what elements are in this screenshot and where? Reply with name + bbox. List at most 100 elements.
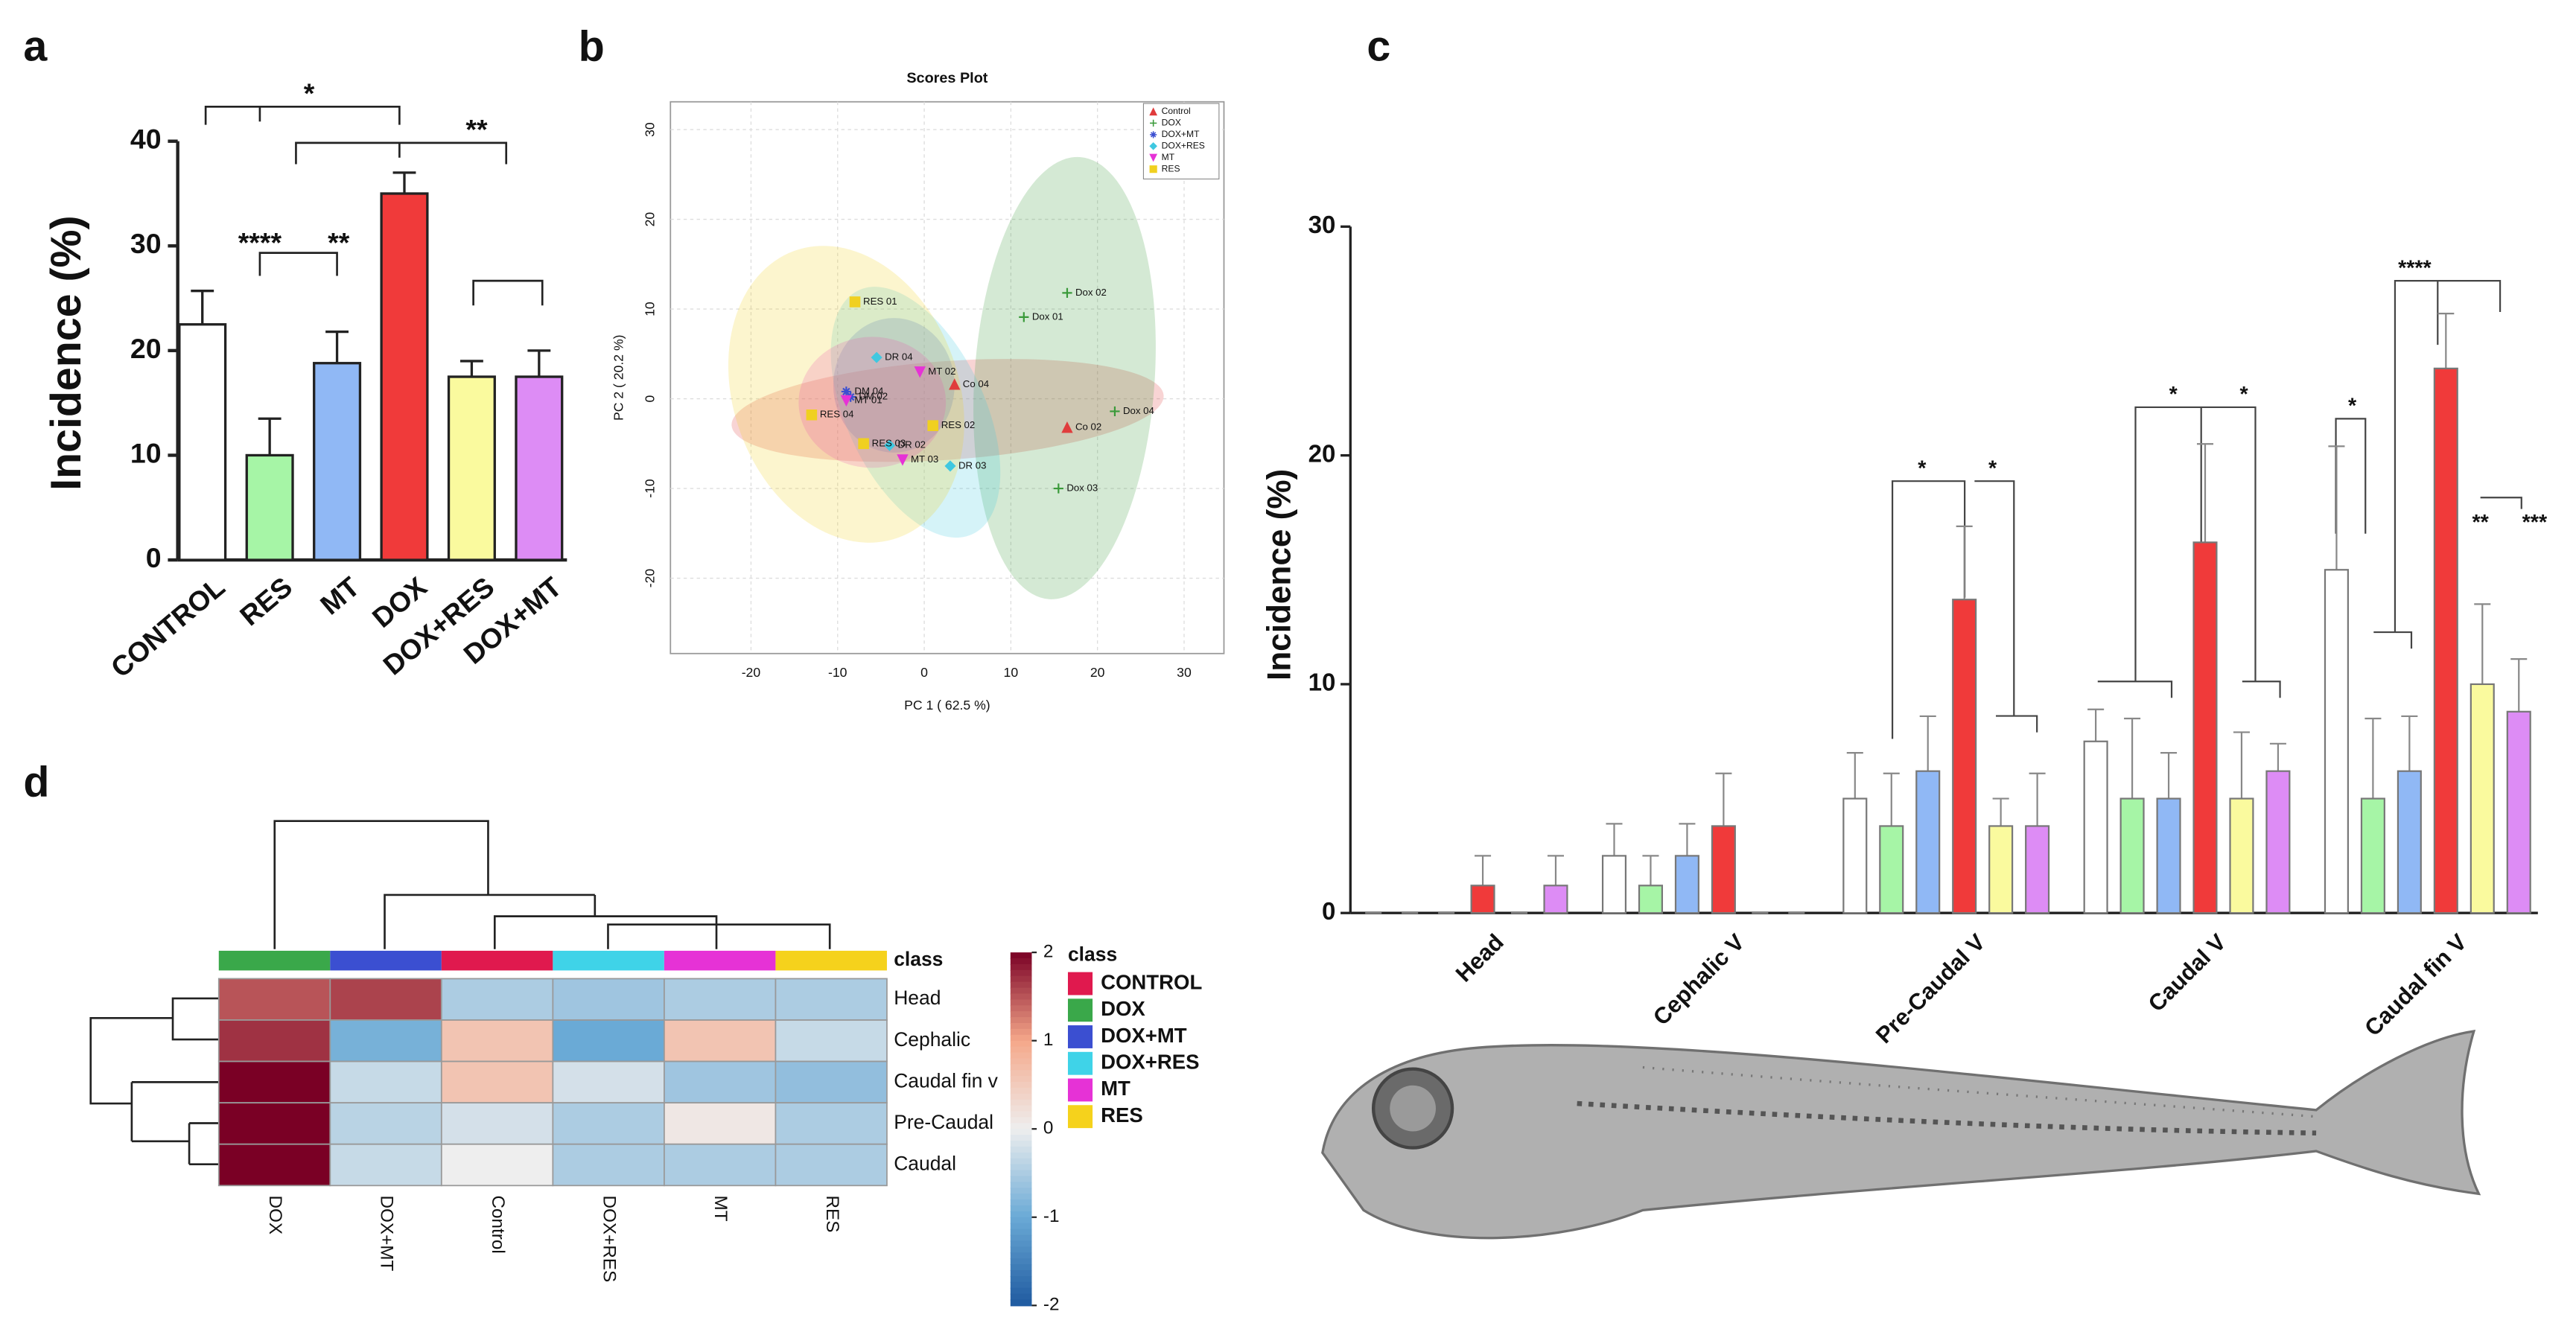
heatmap-cell: [664, 1143, 777, 1187]
x-tick-label: -10: [828, 665, 847, 680]
y-tick-label: 10: [642, 302, 657, 316]
colorbar-tick-label: -2: [1043, 1295, 1060, 1315]
point-label: Co 02: [1075, 421, 1101, 433]
bar: [2470, 683, 2495, 914]
fish-image: [1321, 1029, 2481, 1240]
bar: [515, 375, 564, 561]
colorbar-segment: [1010, 1293, 1032, 1301]
data-point: [871, 351, 882, 363]
colorbar-segment: [1010, 999, 1032, 1007]
data-point: [1061, 421, 1073, 433]
colorbar-segment: [1010, 1223, 1032, 1230]
heatmap-cell: [775, 1102, 888, 1145]
column-label: DOX+RES: [600, 1196, 620, 1283]
bar: [2324, 569, 2349, 914]
colorbar-segment: [1010, 1129, 1032, 1136]
heatmap-cell: [552, 1102, 665, 1145]
point-label: DM 04: [854, 385, 883, 396]
bar: [2397, 770, 2422, 914]
data-point: [1062, 287, 1072, 298]
data-point: [806, 409, 818, 421]
bar: [2265, 770, 2291, 914]
colorbar-segment: [1010, 987, 1032, 995]
bar: [2433, 367, 2458, 914]
bar: [1915, 770, 1941, 914]
colorbar-tick-label: -1: [1043, 1206, 1060, 1226]
class-bar: [553, 950, 664, 971]
colorbar-segment: [1010, 1105, 1032, 1112]
data-point: [858, 438, 869, 450]
colorbar-segment: [1010, 1141, 1032, 1148]
row-label: Caudal: [894, 1153, 956, 1175]
row-label: Cephalic: [894, 1028, 970, 1051]
legend-swatch: [1067, 1105, 1093, 1129]
annotation: **: [2472, 511, 2489, 535]
colorbar-segment: [1010, 1164, 1032, 1171]
legend-label: Control: [1162, 106, 1191, 116]
significance-bracket: [204, 106, 544, 306]
bar: [447, 375, 496, 561]
bar: [2506, 710, 2531, 914]
legend-swatch: [1067, 1025, 1093, 1048]
x-tick-label: 20: [1090, 665, 1105, 680]
data-point: [949, 378, 961, 390]
colorbar-segment: [1010, 1093, 1032, 1100]
row-label: Pre-Caudal: [894, 1111, 993, 1133]
colorbar-segment: [1010, 1099, 1032, 1106]
colorbar-segment: [1010, 958, 1032, 966]
colorbar-segment: [1010, 963, 1032, 971]
class-label: class: [894, 948, 943, 970]
heatmap-cell: [440, 978, 554, 1021]
chart-title: Scores Plot: [906, 70, 988, 86]
bar: [2360, 797, 2385, 914]
point-label: DR 02: [898, 439, 926, 450]
y-tick-label: 40: [130, 124, 162, 155]
heatmap-cell: [664, 1060, 777, 1104]
heatmap-cell: [217, 1060, 331, 1104]
colorbar-segment: [1010, 1281, 1032, 1289]
colorbar-segment: [1010, 1064, 1032, 1071]
x-axis-label: PC 1 ( 62.5 %): [904, 698, 990, 713]
y-tick-label: 30: [130, 228, 162, 259]
class-bar: [218, 950, 331, 971]
heatmap-cell: [664, 1102, 777, 1145]
legend-label: MT: [1101, 1077, 1130, 1100]
point-label: MT 03: [911, 453, 938, 465]
y-tick-label: 30: [1308, 211, 1336, 239]
bar: [313, 362, 362, 561]
bar: [1711, 825, 1736, 914]
colorbar-segment: [1010, 1299, 1032, 1307]
heatmap-cell: [552, 1143, 665, 1187]
legend-label: RES: [1101, 1103, 1143, 1127]
colorbar-segment: [1010, 1011, 1032, 1019]
data-point: [840, 395, 853, 407]
column-label: DOX+MT: [377, 1196, 397, 1272]
colorbar-segment: [1010, 1188, 1032, 1195]
colorbar-segment: [1010, 1111, 1032, 1118]
bar: [1674, 855, 1699, 914]
heatmap-cell: [775, 978, 888, 1021]
bar: [1601, 855, 1627, 914]
legend-swatch: [1067, 972, 1093, 995]
colorbar-segment: [1010, 1287, 1032, 1295]
annotation: *: [2169, 383, 2178, 407]
column-label: Control: [488, 1196, 508, 1254]
colorbar-segment: [1010, 1252, 1032, 1260]
legend-label: DOX+MT: [1162, 129, 1200, 139]
annotation: *: [1988, 456, 1997, 480]
x-tick-label: -20: [742, 665, 761, 680]
bar: [2083, 740, 2108, 914]
y-tick-label: 10: [1308, 669, 1336, 697]
colorbar-segment: [1010, 969, 1032, 977]
bar: [1470, 885, 1495, 914]
confidence-ellipse: [973, 156, 1156, 599]
y-axis-label: Incidence (%): [42, 215, 90, 491]
heatmap-cell: [217, 978, 331, 1021]
point-label: MT 02: [928, 366, 955, 377]
legend-marker: [1149, 107, 1158, 116]
bar: [1879, 825, 1904, 914]
colorbar-tick-label: 2: [1043, 942, 1053, 962]
y-tick-label: 20: [130, 333, 162, 364]
colorbar-segment: [1010, 1269, 1032, 1277]
x-tick-label: CONTROL: [105, 571, 231, 684]
